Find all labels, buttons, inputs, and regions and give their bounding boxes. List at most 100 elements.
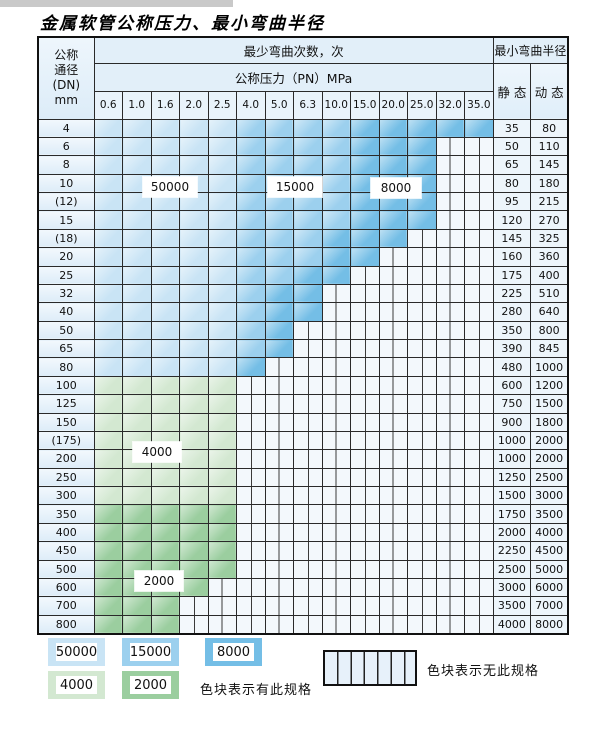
pn-cell-available-50000 xyxy=(179,302,209,322)
pn-cell-available-2000 xyxy=(122,596,152,616)
pn-cell-available-50000 xyxy=(122,302,152,322)
dn-header-line: (DN) xyxy=(52,78,81,93)
pn-cell-unavailable xyxy=(350,338,380,359)
pn-cell-available-50000 xyxy=(122,338,152,359)
legend-note-available: 色块表示有此规格 xyxy=(200,683,313,698)
pn-cell-available-4000 xyxy=(207,375,237,396)
pn-cell-unavailable xyxy=(293,614,323,635)
pn-cell-available-50000 xyxy=(150,247,180,267)
dynamic-value-cell: 2000 xyxy=(530,430,569,451)
pn-cell-available-50000 xyxy=(150,210,180,230)
pn-cell-unavailable xyxy=(350,357,380,377)
pn-cell-unavailable xyxy=(435,614,465,635)
pn-cell-available-50000 xyxy=(150,357,180,377)
pn-cell-unavailable xyxy=(321,394,351,414)
pn-cell-unavailable xyxy=(350,320,380,341)
pn-value-header-cell: 15.0 xyxy=(350,90,380,120)
dynamic-value-cell: 640 xyxy=(530,302,569,322)
static-value-cell: 160 xyxy=(492,247,532,267)
pn-cell-unavailable xyxy=(236,559,266,579)
pn-cell-available-2000 xyxy=(150,522,180,543)
pn-cell-available-50000 xyxy=(93,228,123,249)
pn-cell-unavailable xyxy=(350,577,380,598)
pn-cell-unavailable xyxy=(236,375,266,396)
cycle-count-label-4000: 4000 xyxy=(133,442,181,462)
table-row: 300 1500 3000 xyxy=(37,485,569,506)
pn-cell-available-8000 xyxy=(264,338,294,359)
pn-cell-available-50000 xyxy=(150,283,180,304)
dn-cell: 350 xyxy=(37,504,95,524)
pn-cell-available-4000 xyxy=(93,394,123,414)
table-row: (175) 1000 2000 xyxy=(37,430,569,451)
pn-cell-available-8000 xyxy=(378,210,408,230)
table-row: 800 4000 8000 xyxy=(37,614,569,635)
pn-cell-unavailable xyxy=(464,485,494,506)
pn-cell-available-8000 xyxy=(378,118,408,138)
pn-cell-unavailable xyxy=(435,449,465,469)
pn-cell-unavailable xyxy=(464,191,494,212)
pn-cell-unavailable xyxy=(350,394,380,414)
pn-cell-available-4000 xyxy=(179,467,209,488)
pn-cell-available-2000 xyxy=(93,504,123,524)
pn-cell-available-4000 xyxy=(207,485,237,506)
pn-cell-unavailable xyxy=(378,394,408,414)
pn-cell-available-50000 xyxy=(179,228,209,249)
pn-cell-unavailable xyxy=(236,522,266,543)
pn-cell-unavailable xyxy=(321,504,351,524)
pn-cell-available-50000 xyxy=(93,136,123,157)
pn-cell-available-50000 xyxy=(207,210,237,230)
pn-cell-available-50000 xyxy=(122,357,152,377)
pn-cell-available-15000 xyxy=(321,173,351,194)
pn-cell-available-15000 xyxy=(236,210,266,230)
pn-cell-available-15000 xyxy=(321,155,351,175)
pn-cell-available-50000 xyxy=(150,320,180,341)
pn-cell-available-4000 xyxy=(93,430,123,451)
pn-cell-unavailable xyxy=(435,559,465,579)
static-value-cell: 80 xyxy=(492,173,532,194)
pn-cell-available-8000 xyxy=(264,283,294,304)
pn-cell-unavailable xyxy=(293,357,323,377)
dn-cell: 200 xyxy=(37,449,95,469)
pn-cell-unavailable xyxy=(407,504,437,524)
pn-cell-available-8000 xyxy=(293,283,323,304)
cycle-count-label-50000: 50000 xyxy=(143,177,197,197)
pn-cell-unavailable xyxy=(264,449,294,469)
pn-value-header-cell: 35.0 xyxy=(464,90,494,120)
pn-cell-available-15000 xyxy=(236,118,266,138)
pn-cell-available-8000 xyxy=(350,210,380,230)
pn-cell-available-50000 xyxy=(207,283,237,304)
pn-cell-available-50000 xyxy=(93,247,123,267)
dynamic-value-cell: 510 xyxy=(530,283,569,304)
dn-cell: 25 xyxy=(37,265,95,285)
pn-cell-available-50000 xyxy=(150,302,180,322)
pn-cell-available-8000 xyxy=(264,302,294,322)
pn-cell-available-4000 xyxy=(179,375,209,396)
pn-value-header-cell: 6.3 xyxy=(293,90,323,120)
pn-cell-available-8000 xyxy=(350,136,380,157)
pn-cell-unavailable xyxy=(464,302,494,322)
static-value-cell: 750 xyxy=(492,394,532,414)
pn-cell-unavailable xyxy=(378,265,408,285)
legend-note-unavailable: 色块表示无此规格 xyxy=(427,664,540,679)
pn-cell-available-50000 xyxy=(179,320,209,341)
pn-cell-unavailable xyxy=(350,265,380,285)
dn-header-line: mm xyxy=(54,93,78,108)
dynamic-value-cell: 180 xyxy=(530,173,569,194)
pn-cell-unavailable xyxy=(464,265,494,285)
pn-cell-unavailable xyxy=(464,247,494,267)
pn-cell-unavailable xyxy=(321,338,351,359)
static-value-cell: 120 xyxy=(492,210,532,230)
pn-cell-available-4000 xyxy=(150,485,180,506)
pn-cell-unavailable xyxy=(236,485,266,506)
pn-cell-unavailable xyxy=(378,320,408,341)
pn-cell-unavailable xyxy=(293,467,323,488)
pn-cell-available-50000 xyxy=(179,155,209,175)
dynamic-header: 动 态 xyxy=(530,62,569,120)
pn-cell-available-4000 xyxy=(150,412,180,432)
table-row: 125 750 1500 xyxy=(37,394,569,414)
pn-cell-available-50000 xyxy=(93,302,123,322)
pn-cell-available-8000 xyxy=(407,118,437,138)
pn-cell-available-50000 xyxy=(179,338,209,359)
pn-cell-available-2000 xyxy=(207,559,237,579)
dynamic-value-cell: 4000 xyxy=(530,522,569,543)
